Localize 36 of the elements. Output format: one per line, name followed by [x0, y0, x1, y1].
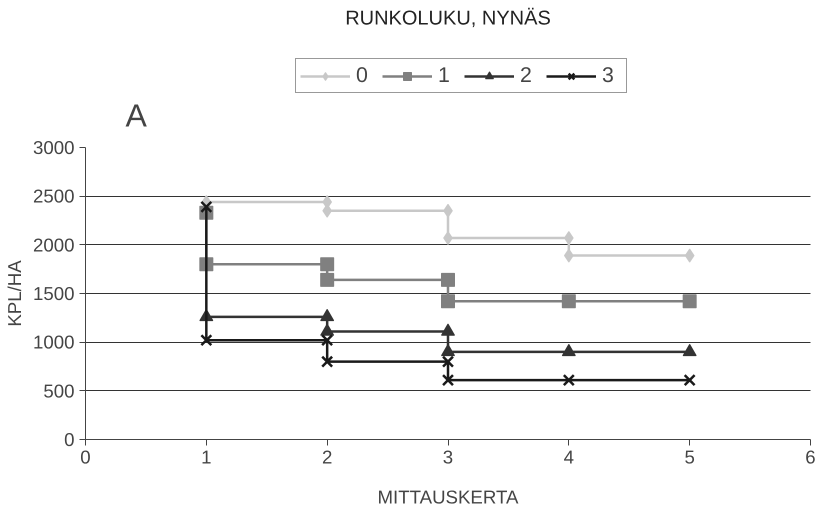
legend-label: 2: [520, 63, 533, 88]
point: [320, 272, 334, 287]
legend-label: 1: [438, 63, 451, 88]
point: [320, 355, 334, 368]
point: [562, 294, 576, 308]
x-tick-label: 2: [322, 446, 332, 468]
text: A: [126, 98, 148, 134]
x-tick-label: 5: [684, 446, 695, 468]
y-tick-label: 2000: [32, 234, 75, 256]
point: [320, 334, 334, 346]
y-tick-label: 1500: [32, 283, 75, 304]
point: [320, 257, 334, 272]
point: [682, 294, 697, 308]
x-tick-label: 3: [442, 446, 454, 468]
legend-label: 0: [356, 63, 369, 88]
legend-label: 3: [602, 63, 615, 88]
point: [200, 334, 213, 346]
point: [442, 374, 454, 386]
y-tick-label: 2500: [32, 186, 75, 207]
chart-title: RUNKOLUKU, NYNÄS: [345, 8, 551, 30]
x-tick-label: 6: [805, 446, 816, 468]
point: [562, 374, 576, 386]
point: [441, 272, 455, 287]
x-tick-label: 4: [564, 446, 574, 468]
y-tick-label: 3000: [32, 137, 75, 158]
point: [442, 355, 454, 368]
y-tick-label: 1000: [32, 332, 75, 353]
y-axis-title: KPL/HA: [4, 260, 25, 327]
point: [200, 200, 213, 214]
point: [441, 294, 455, 308]
x-tick-label: 0: [80, 446, 91, 468]
x-tick-label: 1: [201, 446, 212, 468]
x-axis-title: MITTAUSKERTA: [378, 486, 520, 508]
y-tick-label: 500: [43, 380, 75, 402]
point: [683, 374, 696, 386]
y-tick-label: 0: [64, 429, 75, 450]
